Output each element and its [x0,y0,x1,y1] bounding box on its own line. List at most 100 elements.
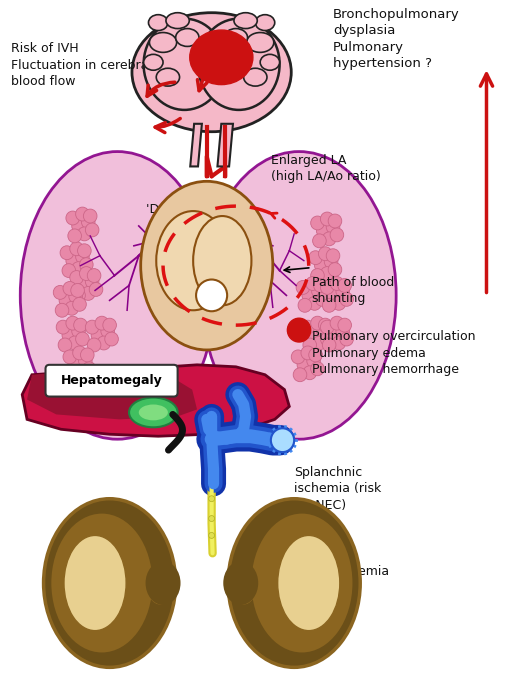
Ellipse shape [156,211,230,310]
Circle shape [70,271,83,284]
Ellipse shape [303,595,334,619]
Circle shape [70,242,83,256]
Circle shape [75,207,89,221]
Circle shape [313,234,326,248]
Circle shape [307,354,321,368]
Circle shape [73,346,86,360]
Circle shape [302,288,315,302]
Ellipse shape [223,561,258,605]
Circle shape [62,264,75,277]
Text: 'Ductal Steal': 'Ductal Steal' [146,203,229,216]
Circle shape [316,224,330,238]
Ellipse shape [51,514,153,653]
Ellipse shape [234,13,257,29]
Ellipse shape [64,536,126,631]
Ellipse shape [166,13,189,29]
Circle shape [318,319,332,332]
Circle shape [62,328,75,342]
Ellipse shape [141,182,273,350]
Ellipse shape [60,571,91,595]
Circle shape [73,297,86,311]
Text: Renal ischemia
(oliguria): Renal ischemia (oliguria) [294,565,389,595]
Circle shape [308,297,322,310]
Text: Splanchnic
ischemia (risk
for NEC): Splanchnic ischemia (risk for NEC) [294,466,382,512]
Circle shape [72,219,85,233]
Ellipse shape [247,32,274,52]
Circle shape [322,338,336,352]
Circle shape [66,253,80,268]
Circle shape [330,228,344,242]
Ellipse shape [139,405,168,421]
Ellipse shape [148,14,168,31]
Circle shape [72,288,85,302]
Circle shape [105,332,118,346]
Ellipse shape [146,561,180,605]
Circle shape [340,292,354,306]
Circle shape [303,338,316,352]
Circle shape [72,324,85,338]
Circle shape [309,348,322,362]
Circle shape [338,279,352,292]
Ellipse shape [132,13,291,132]
Circle shape [75,279,89,292]
Ellipse shape [196,279,227,311]
Circle shape [85,223,99,237]
Ellipse shape [310,557,341,581]
Circle shape [321,320,334,334]
Ellipse shape [144,18,225,110]
Circle shape [83,209,97,223]
Circle shape [75,332,89,346]
Circle shape [56,320,70,334]
Ellipse shape [228,499,360,667]
Polygon shape [22,365,290,436]
Circle shape [296,280,310,295]
Circle shape [80,258,93,271]
Circle shape [316,324,330,338]
Ellipse shape [271,428,294,452]
FancyBboxPatch shape [45,365,178,397]
Circle shape [321,212,334,226]
Circle shape [81,348,94,362]
Circle shape [69,358,82,372]
Circle shape [306,277,320,290]
Ellipse shape [63,557,94,581]
Circle shape [318,247,332,261]
Circle shape [321,332,334,346]
Circle shape [80,266,93,280]
Circle shape [82,362,96,376]
Circle shape [326,249,340,262]
Circle shape [68,229,82,242]
Circle shape [293,368,307,382]
Text: Hepatomegaly: Hepatomegaly [60,374,162,387]
Circle shape [326,328,340,342]
Ellipse shape [148,572,172,604]
Ellipse shape [303,547,334,571]
Circle shape [63,350,77,364]
Circle shape [309,251,322,264]
Ellipse shape [20,151,215,439]
Circle shape [336,284,349,299]
Circle shape [328,262,342,277]
Circle shape [326,288,340,302]
Ellipse shape [232,572,255,604]
Circle shape [91,328,105,342]
Circle shape [209,496,215,501]
Text: Pulmonary overcirculation
Pulmonary edema
Pulmonary hemorrhage: Pulmonary overcirculation Pulmonary edem… [312,330,475,376]
Ellipse shape [313,571,344,595]
Text: Bronchopulmonary
dysplasia
Pulmonary
hypertension ?: Bronchopulmonary dysplasia Pulmonary hyp… [333,8,460,71]
Ellipse shape [70,547,101,571]
Circle shape [332,297,346,310]
Circle shape [209,532,215,538]
Circle shape [55,303,69,317]
Circle shape [336,324,349,338]
Circle shape [74,366,88,379]
Ellipse shape [70,595,101,619]
Circle shape [72,262,85,275]
Circle shape [314,259,328,273]
Ellipse shape [43,499,176,667]
Ellipse shape [63,585,94,609]
Circle shape [313,336,326,350]
Text: Enlarged LA
(high LA/Ao ratio): Enlarged LA (high LA/Ao ratio) [271,153,381,183]
Circle shape [69,290,82,303]
Circle shape [60,246,74,260]
